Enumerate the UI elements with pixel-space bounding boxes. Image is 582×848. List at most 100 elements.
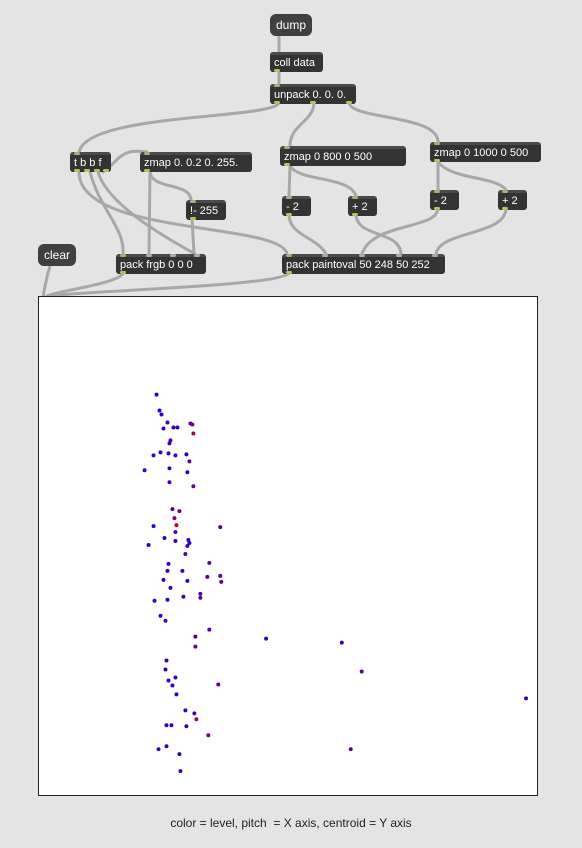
scatter-point-31 [162, 536, 167, 541]
scatter-point-70 [194, 717, 199, 722]
reverse-minus-object[interactable]: !- 255 [186, 200, 226, 220]
scatter-point-11 [167, 441, 172, 446]
scatter-point-47 [198, 591, 203, 596]
minus-y-outlet[interactable] [434, 207, 440, 210]
pack-frgb-object[interactable]: pack frgb 0 0 0 [116, 254, 206, 274]
zmap-level-object[interactable]: zmap 0. 0.2 0. 255. [140, 152, 252, 172]
plus-x-outlet[interactable] [352, 213, 358, 216]
unpack-outlet-3[interactable] [346, 101, 352, 104]
reverse-minus-label: !- 255 [190, 205, 219, 217]
pack-frgb-inlet-1[interactable] [120, 254, 126, 257]
minus-x-outlet[interactable] [286, 213, 292, 216]
scatter-point-65 [216, 682, 221, 687]
scatter-point-43 [219, 579, 224, 584]
coll-object[interactable]: coll data [270, 52, 323, 72]
trigger-outlet-2[interactable] [84, 169, 90, 172]
scatter-point-12 [158, 450, 163, 455]
scatter-point-23 [170, 507, 175, 512]
trigger-outlet-1[interactable] [74, 169, 80, 172]
pack-paintoval-inlet-2[interactable] [322, 254, 328, 257]
scatter-point-67 [524, 696, 529, 701]
minus-y-inlet[interactable] [434, 190, 440, 193]
scatter-point-55 [193, 634, 198, 639]
pack-paintoval-label: pack paintoval 50 248 50 252 [286, 259, 430, 271]
scatter-point-41 [205, 574, 210, 579]
scatter-point-53 [163, 618, 168, 623]
scatter-point-45 [185, 578, 190, 583]
plus-y-outlet[interactable] [502, 207, 508, 210]
pack-frgb-outlet[interactable] [120, 271, 126, 274]
scatter-point-4 [171, 425, 176, 430]
zmap-level-outlet[interactable] [144, 169, 150, 172]
pack-frgb-inlet-3[interactable] [170, 254, 176, 257]
unpack-outlet-1[interactable] [274, 101, 280, 104]
dump-message[interactable]: dump [270, 14, 313, 36]
pack-paintoval-inlet-5[interactable] [432, 254, 438, 257]
plus-x-object[interactable]: + 2 [348, 196, 377, 216]
scatter-point-51 [181, 594, 186, 599]
plus-x-label: + 2 [352, 201, 368, 213]
scatter-point-54 [207, 627, 212, 632]
unpack-inlet[interactable] [274, 84, 280, 87]
scatter-point-18 [142, 468, 147, 473]
scatter-point-38 [166, 561, 171, 566]
scatter-point-73 [184, 724, 189, 729]
scatter-point-37 [207, 560, 212, 565]
zmap-y-inlet[interactable] [434, 142, 440, 145]
pack-frgb-inlet-2[interactable] [146, 254, 152, 257]
scatter-point-32 [187, 541, 192, 546]
scatter-point-5 [161, 426, 166, 431]
scatter-point-6 [175, 425, 180, 430]
minus-x-object[interactable]: - 2 [282, 196, 311, 216]
trigger-object[interactable]: t b b f [70, 152, 111, 172]
minus-y-object[interactable]: - 2 [430, 190, 459, 210]
plus-y-object[interactable]: + 2 [498, 190, 527, 210]
plus-y-label: + 2 [502, 195, 518, 207]
pack-frgb-inlet-4[interactable] [194, 254, 200, 257]
reverse-minus-outlet[interactable] [190, 217, 196, 220]
scatter-point-71 [164, 723, 169, 728]
scatter-point-26 [174, 523, 179, 528]
minus-x-inlet[interactable] [286, 196, 292, 199]
pack-paintoval-inlet-1[interactable] [286, 254, 292, 257]
reverse-minus-inlet[interactable] [190, 200, 196, 203]
pack-frgb-label: pack frgb 0 0 0 [120, 259, 193, 271]
zmap-x-object[interactable]: zmap 0 800 0 500 [280, 146, 406, 166]
plus-y-inlet[interactable] [502, 190, 508, 193]
scatter-point-78 [177, 752, 182, 757]
scatter-point-24 [177, 509, 182, 514]
pack-paintoval-object[interactable]: pack paintoval 50 248 50 252 [282, 254, 445, 274]
scatter-point-8 [190, 422, 195, 427]
lcd-canvas[interactable] [38, 296, 538, 796]
pack-paintoval-outlet[interactable] [286, 271, 292, 274]
scatter-plot [142, 392, 529, 774]
scatter-point-19 [167, 466, 172, 471]
zmap-x-inlet[interactable] [284, 146, 290, 149]
zmap-y-outlet[interactable] [434, 159, 440, 162]
unpack-outlet-2[interactable] [310, 101, 316, 104]
minus-y-label: - 2 [434, 195, 447, 207]
scatter-point-58 [193, 644, 198, 649]
plus-x-inlet[interactable] [352, 196, 358, 199]
clear-message[interactable]: clear [38, 244, 77, 266]
scatter-point-22 [191, 484, 196, 489]
unpack-object[interactable]: unpack 0. 0. 0. [270, 84, 356, 104]
zmap-y-object[interactable]: zmap 0 1000 0 500 [430, 142, 541, 162]
pack-paintoval-inlet-3[interactable] [359, 254, 365, 257]
scatter-point-56 [264, 636, 269, 641]
scatter-point-9 [191, 431, 196, 436]
scatter-point-35 [185, 544, 190, 548]
scatter-point-77 [348, 747, 353, 752]
zmap-level-inlet[interactable] [144, 152, 150, 155]
coll-outlet[interactable] [274, 69, 280, 72]
scatter-point-57 [339, 640, 344, 645]
zmap-x-outlet[interactable] [284, 163, 290, 166]
pack-paintoval-inlet-4[interactable] [396, 254, 402, 257]
trigger-outlet-3[interactable] [94, 169, 100, 172]
scatter-point-76 [156, 747, 161, 752]
scatter-point-30 [186, 538, 191, 543]
trigger-outlet-4[interactable] [103, 169, 109, 172]
trigger-inlet[interactable] [74, 152, 80, 155]
scatter-point-42 [218, 573, 223, 578]
scatter-point-64 [170, 683, 175, 688]
